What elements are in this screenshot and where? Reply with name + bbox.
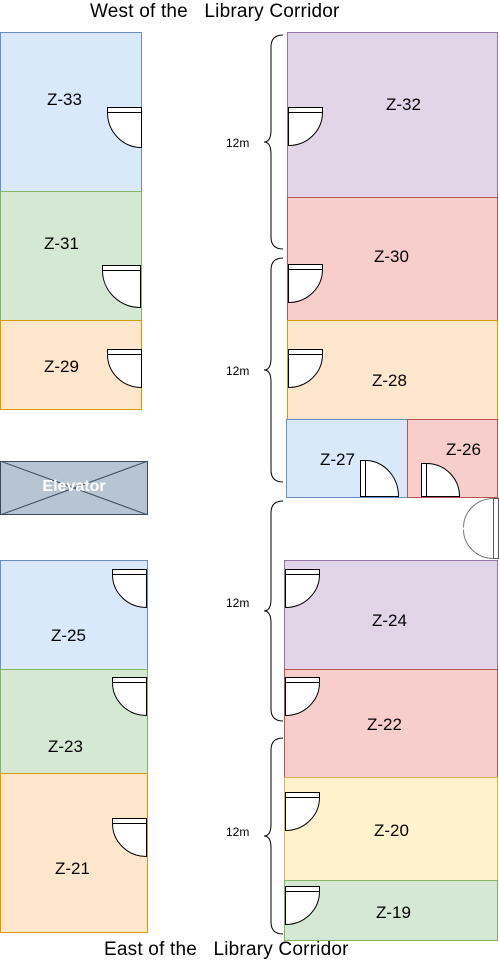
room-label: Z-31 <box>44 234 79 253</box>
door-icon <box>106 349 142 389</box>
door-icon <box>285 792 321 832</box>
door-icon <box>285 886 321 926</box>
room-label: Z-21 <box>55 859 90 878</box>
elevator-label: Elevator <box>42 478 106 495</box>
door-icon <box>288 264 324 304</box>
room-z20: Z-20 <box>284 777 498 881</box>
door-icon <box>288 349 324 389</box>
room-label: Z-28 <box>372 371 407 390</box>
door-icon <box>111 569 147 609</box>
door-icon <box>111 818 147 858</box>
dimension-brace-icon <box>263 737 284 935</box>
dimension-brace-icon <box>263 257 284 483</box>
room-z30: Z-30 <box>287 197 498 321</box>
dimension-brace-icon <box>263 500 284 722</box>
room-label: Z-33 <box>47 90 82 109</box>
dimension-label: 12m <box>226 825 250 839</box>
elevator-cross-icon <box>0 461 148 515</box>
door-icon <box>360 459 400 497</box>
double-door-icon <box>463 498 499 559</box>
room-label: Z-25 <box>51 626 86 645</box>
dimension-label: 12m <box>226 364 250 378</box>
room-label: Z-23 <box>48 737 83 756</box>
room-z28: Z-28 <box>287 320 498 420</box>
heading-east: East of the Library Corridor <box>104 939 349 960</box>
room-label: Z-32 <box>386 95 421 114</box>
room-label: Z-19 <box>376 903 411 922</box>
elevator: Elevator <box>0 461 148 515</box>
room-label: Z-26 <box>446 440 481 459</box>
dimension-label: 12m <box>226 596 250 610</box>
heading-west: West of the Library Corridor <box>90 1 340 22</box>
room-label: Z-22 <box>367 715 402 734</box>
room-z25: Z-25 <box>0 560 148 670</box>
door-icon <box>285 569 321 609</box>
door-icon <box>106 107 142 149</box>
dimension-label: 12m <box>226 136 250 150</box>
dimension-brace-icon <box>263 34 284 250</box>
door-icon <box>111 677 147 717</box>
door-icon <box>101 265 141 309</box>
door-icon <box>288 107 324 147</box>
door-icon <box>285 677 321 717</box>
room-label: Z-27 <box>320 450 355 469</box>
room-z21: Z-21 <box>0 773 148 933</box>
room-label: Z-29 <box>44 357 79 376</box>
room-label: Z-24 <box>372 611 407 630</box>
room-label: Z-20 <box>374 821 409 840</box>
room-label: Z-30 <box>374 247 409 266</box>
door-icon <box>421 462 461 497</box>
